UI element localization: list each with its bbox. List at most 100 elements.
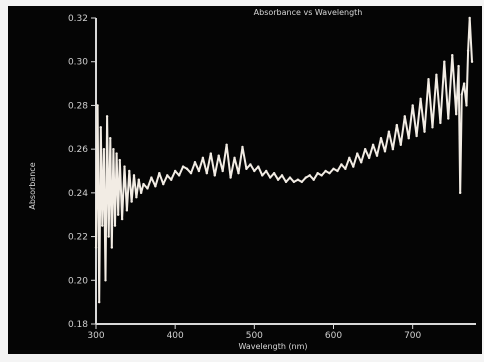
y-tick-label: 0.26 bbox=[68, 145, 88, 155]
data-point bbox=[447, 117, 450, 120]
data-point bbox=[132, 174, 136, 177]
data-point bbox=[363, 147, 367, 151]
data-point bbox=[96, 104, 99, 107]
data-point bbox=[162, 182, 165, 186]
data-point bbox=[308, 174, 311, 177]
data-point bbox=[300, 180, 304, 184]
data-point bbox=[135, 196, 138, 199]
axis-ticks: 0.18 0.20 0.22 0.24 0.26 0.28 0.30 0.32 300 400 50… bbox=[68, 14, 422, 341]
data-point bbox=[102, 147, 106, 151]
data-point bbox=[280, 174, 284, 177]
y-tick-label: 0.18 bbox=[68, 320, 88, 330]
data-point bbox=[348, 156, 351, 160]
data-point bbox=[352, 165, 355, 168]
data-point bbox=[142, 182, 145, 186]
data-point bbox=[245, 167, 248, 171]
x-tick-label: 700 bbox=[404, 331, 421, 341]
data-point bbox=[101, 224, 104, 227]
data-point bbox=[379, 137, 383, 140]
data-point bbox=[328, 171, 331, 175]
data-point bbox=[431, 126, 434, 129]
data-point bbox=[209, 152, 212, 155]
data-point bbox=[356, 152, 359, 155]
data-point bbox=[130, 200, 133, 203]
data-point bbox=[94, 246, 98, 249]
data-point bbox=[411, 104, 414, 107]
data-point bbox=[395, 123, 399, 127]
chart-title: Absorbance vs Wavelength bbox=[254, 8, 363, 17]
data-point bbox=[272, 171, 276, 175]
y-tick-label: 0.22 bbox=[68, 233, 88, 243]
data-point bbox=[241, 145, 244, 149]
x-tick-label: 600 bbox=[325, 331, 342, 341]
data-point bbox=[177, 174, 181, 177]
data-point bbox=[128, 169, 131, 173]
data-point bbox=[249, 163, 252, 166]
data-point bbox=[166, 174, 169, 177]
data-point bbox=[213, 174, 216, 177]
data-point bbox=[185, 167, 189, 171]
data-point bbox=[105, 115, 109, 118]
data-point bbox=[115, 152, 118, 155]
data-point bbox=[415, 134, 418, 138]
data-point bbox=[470, 60, 474, 63]
data-point bbox=[146, 187, 149, 190]
data-point bbox=[257, 165, 260, 168]
data-point bbox=[419, 97, 422, 101]
data-point bbox=[443, 60, 446, 63]
monitor-screen: Absorbance vs Wavelength Absorbance Wave… bbox=[8, 6, 482, 354]
data-point bbox=[316, 171, 319, 175]
data-point bbox=[344, 167, 347, 171]
data-point bbox=[221, 169, 224, 173]
data-point bbox=[261, 174, 264, 177]
data-point bbox=[292, 180, 296, 184]
data-point bbox=[197, 169, 201, 173]
axes bbox=[95, 18, 476, 325]
y-tick-label: 0.20 bbox=[68, 276, 88, 286]
data-point bbox=[457, 64, 460, 68]
data-point bbox=[116, 213, 120, 216]
data-point bbox=[201, 156, 205, 160]
data-point bbox=[312, 178, 315, 181]
data-point bbox=[407, 137, 410, 140]
y-tick-label: 0.32 bbox=[68, 14, 88, 24]
y-tick-label: 0.28 bbox=[68, 101, 88, 111]
data-point bbox=[173, 169, 177, 173]
data-point bbox=[320, 174, 323, 177]
data-point bbox=[458, 191, 462, 195]
data-point bbox=[170, 178, 173, 181]
data-point bbox=[137, 178, 140, 181]
data-point bbox=[371, 143, 375, 146]
data-point bbox=[332, 167, 335, 171]
data-point bbox=[435, 73, 438, 77]
data-point bbox=[383, 150, 387, 153]
data-point bbox=[253, 169, 256, 173]
data-point bbox=[139, 191, 143, 195]
data-point bbox=[465, 104, 468, 107]
data-point bbox=[233, 156, 236, 160]
data-point bbox=[387, 130, 391, 133]
data-point bbox=[399, 143, 402, 146]
data-point bbox=[276, 178, 280, 181]
data-point bbox=[112, 147, 115, 151]
data-point bbox=[462, 82, 466, 85]
data-point bbox=[268, 176, 272, 179]
data-point bbox=[237, 171, 240, 175]
data-point bbox=[193, 161, 197, 164]
data-point bbox=[107, 235, 110, 238]
absorbance-chart: Absorbance vs Wavelength Absorbance Wave… bbox=[28, 8, 476, 351]
y-tick-label: 0.24 bbox=[68, 189, 88, 199]
data-point bbox=[324, 169, 327, 173]
data-point bbox=[391, 147, 395, 151]
data-point bbox=[423, 130, 426, 133]
data-point bbox=[123, 165, 126, 168]
x-tick-label: 500 bbox=[246, 331, 263, 341]
data-point bbox=[181, 165, 185, 168]
data-point bbox=[455, 112, 458, 116]
data-point bbox=[284, 180, 288, 184]
data-point bbox=[109, 137, 112, 140]
data-point bbox=[360, 161, 363, 164]
data-point bbox=[113, 224, 117, 227]
data-point bbox=[468, 16, 471, 20]
data-point bbox=[189, 171, 193, 175]
